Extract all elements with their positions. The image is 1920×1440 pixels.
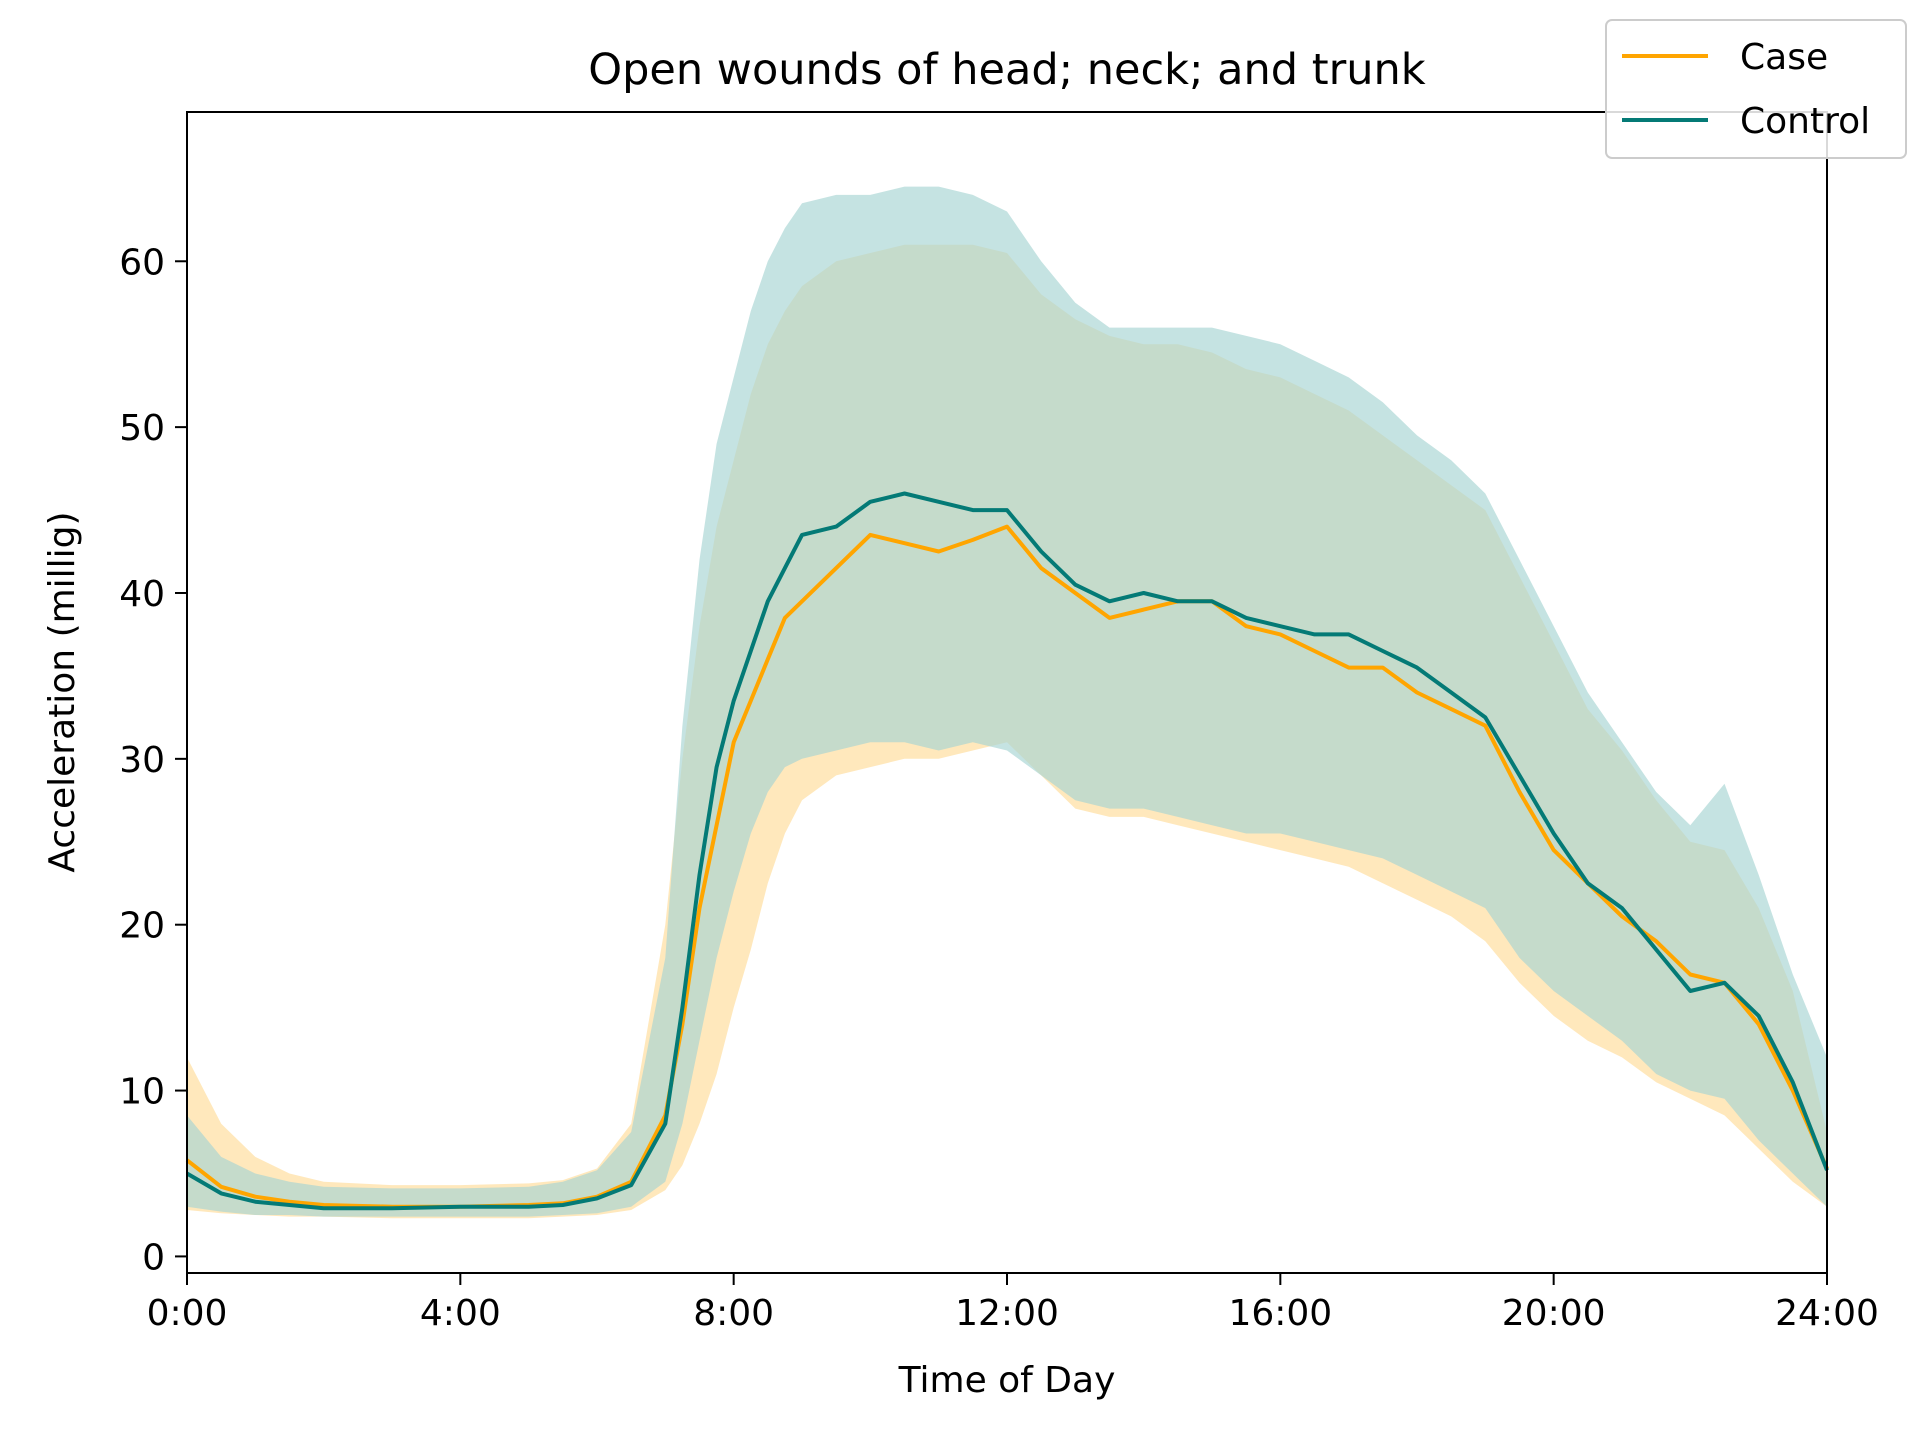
x-tick-label: 4:00 [420, 1293, 501, 1334]
legend-label-control: Control [1740, 101, 1870, 142]
y-tick-label: 20 [119, 906, 165, 947]
series-lines [185, 491, 1829, 1211]
legend-label-case: Case [1740, 37, 1828, 78]
y-tick-label: 40 [119, 574, 165, 615]
control-line [185, 491, 1829, 1211]
chart-title: Open wounds of head; neck; and trunk [588, 45, 1426, 95]
y-tick-label: 50 [119, 408, 165, 449]
y-tick-label: 30 [119, 740, 165, 781]
y-tick-label: 60 [119, 242, 165, 283]
x-tick-label: 16:00 [1228, 1293, 1332, 1334]
y-axis-ticks: 0 10 20 30 40 50 60 [119, 242, 187, 1278]
x-tick-label: 0:00 [147, 1293, 228, 1334]
x-axis-label: Time of Day [898, 1360, 1116, 1401]
x-tick-label: 24:00 [1775, 1293, 1879, 1334]
confidence-bands [187, 186, 1827, 1219]
y-tick-label: 0 [142, 1237, 165, 1278]
legend: Case Control [1605, 19, 1907, 159]
x-axis-ticks: 0:00 4:00 8:00 12:00 16:00 20:00 24:00 [147, 1273, 1879, 1334]
x-tick-label: 8:00 [693, 1293, 774, 1334]
x-tick-label: 20:00 [1502, 1293, 1606, 1334]
y-tick-label: 10 [119, 1072, 165, 1113]
x-tick-label: 12:00 [955, 1293, 1059, 1334]
y-axis-label: Acceleration (millig) [42, 511, 83, 872]
control-band [187, 186, 1827, 1217]
